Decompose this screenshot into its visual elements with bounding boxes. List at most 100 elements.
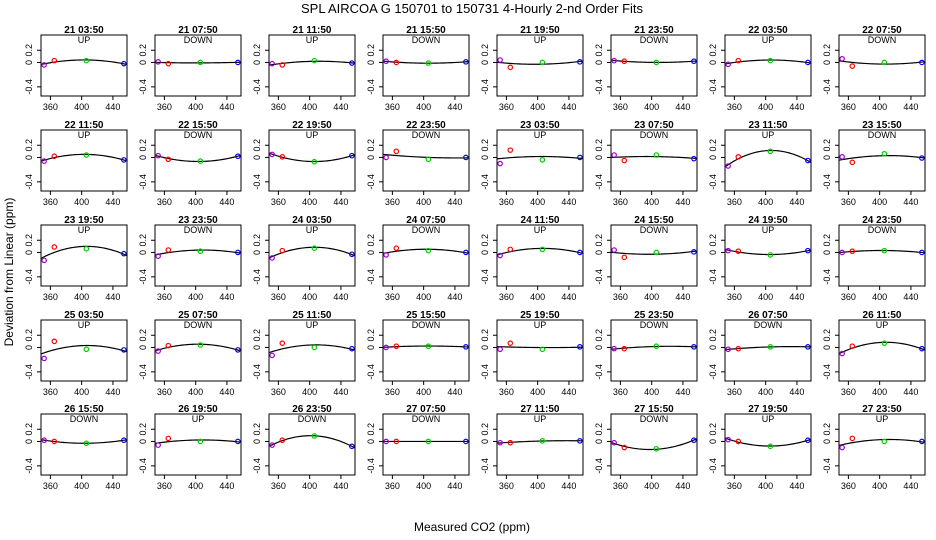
data-point <box>653 343 660 350</box>
panel-frame <box>724 319 812 382</box>
x-tick-label: 400 <box>644 102 659 112</box>
panel-title: 26 15:50 <box>64 404 104 415</box>
panel-direction: DOWN <box>640 225 669 235</box>
y-tick-label: 0.2 <box>366 44 376 57</box>
data-point <box>235 153 241 160</box>
y-tick-label: 0 <box>252 345 262 350</box>
x-tick-label: 360 <box>157 481 172 491</box>
data-point <box>849 159 856 166</box>
panel-direction: DOWN <box>184 225 213 235</box>
x-tick-label: 360 <box>157 197 172 207</box>
x-tick-label: 440 <box>333 102 348 112</box>
panel-frame <box>40 319 128 382</box>
panel-frame <box>268 319 356 382</box>
panel-title: 21 19:50 <box>520 25 560 36</box>
data-point <box>393 343 400 350</box>
x-tick-label: 440 <box>903 197 918 207</box>
y-tick-label: 0 <box>366 439 376 444</box>
panel-title: 25 15:50 <box>406 310 446 321</box>
data-point <box>235 347 241 353</box>
data-point <box>155 59 161 65</box>
panel-frame <box>838 413 926 476</box>
panel-frame <box>40 413 128 476</box>
x-tick-label: 360 <box>385 481 400 491</box>
panel-direction: UP <box>78 35 91 45</box>
x-tick-label: 400 <box>416 481 431 491</box>
data-point <box>507 246 514 253</box>
panel-direction: DOWN <box>70 414 99 424</box>
data-point <box>197 438 204 445</box>
y-tick-label: -0.4 <box>366 269 376 285</box>
fit-curve <box>610 155 698 160</box>
data-point <box>349 60 355 66</box>
panel-direction: UP <box>876 414 889 424</box>
panel-frame <box>268 34 356 97</box>
data-point <box>611 247 617 253</box>
x-tick-label: 400 <box>872 197 887 207</box>
panel-direction: UP <box>78 130 91 140</box>
x-tick-label: 400 <box>530 387 545 397</box>
y-tick-label: -0.4 <box>24 174 34 190</box>
fit-curve <box>40 245 128 259</box>
y-tick-label: 0.2 <box>252 139 262 152</box>
data-point <box>393 59 400 66</box>
y-tick-label: 0 <box>24 345 34 350</box>
data-point <box>51 438 58 445</box>
y-tick-label: 0 <box>594 250 604 255</box>
data-point <box>691 249 697 255</box>
data-point <box>919 249 925 256</box>
data-point <box>653 152 660 158</box>
panel-title: 22 15:50 <box>178 120 218 131</box>
data-point <box>349 152 355 159</box>
panel-title: 27 23:50 <box>862 404 902 415</box>
panel-title: 23 23:50 <box>178 215 218 226</box>
x-tick-label: 360 <box>841 292 856 302</box>
panel-title: 24 03:50 <box>292 215 332 226</box>
x-tick-label: 400 <box>188 102 203 112</box>
x-tick-label: 400 <box>188 292 203 302</box>
y-tick-label: -0.4 <box>24 458 34 474</box>
panel-title: 21 23:50 <box>634 25 674 36</box>
y-tick-label: 0 <box>594 60 604 65</box>
data-point <box>155 152 161 159</box>
data-point <box>349 443 355 450</box>
x-tick-label: 440 <box>219 102 234 112</box>
data-point <box>269 442 275 448</box>
data-point <box>767 344 774 350</box>
y-tick-label: 0 <box>480 250 490 255</box>
data-point <box>621 345 628 352</box>
panel-direction: UP <box>762 225 775 235</box>
panel-title: 22 19:50 <box>292 120 332 131</box>
data-point <box>155 348 161 354</box>
data-point <box>919 345 925 352</box>
x-tick-label: 440 <box>447 292 462 302</box>
y-tick-label: 0.2 <box>708 234 718 247</box>
data-point <box>849 248 856 255</box>
y-tick-label: 0.2 <box>24 44 34 57</box>
y-tick-label: 0.2 <box>366 139 376 152</box>
panel-title: 24 23:50 <box>862 215 902 226</box>
panel-frame <box>610 34 698 97</box>
data-point <box>383 344 389 351</box>
panel-direction: DOWN <box>412 320 441 330</box>
y-tick-label: 0 <box>594 345 604 350</box>
x-tick-label: 440 <box>219 292 234 302</box>
y-tick-label: 0.2 <box>480 423 490 436</box>
data-point <box>539 246 546 253</box>
y-tick-label: -0.4 <box>252 364 262 380</box>
data-point <box>269 60 275 67</box>
data-point <box>463 344 469 350</box>
panel-frame <box>382 129 470 192</box>
panel-frame <box>496 34 584 97</box>
y-tick-label: 0 <box>366 60 376 65</box>
panel-title: 22 03:50 <box>748 25 788 36</box>
panel-frame <box>496 129 584 192</box>
